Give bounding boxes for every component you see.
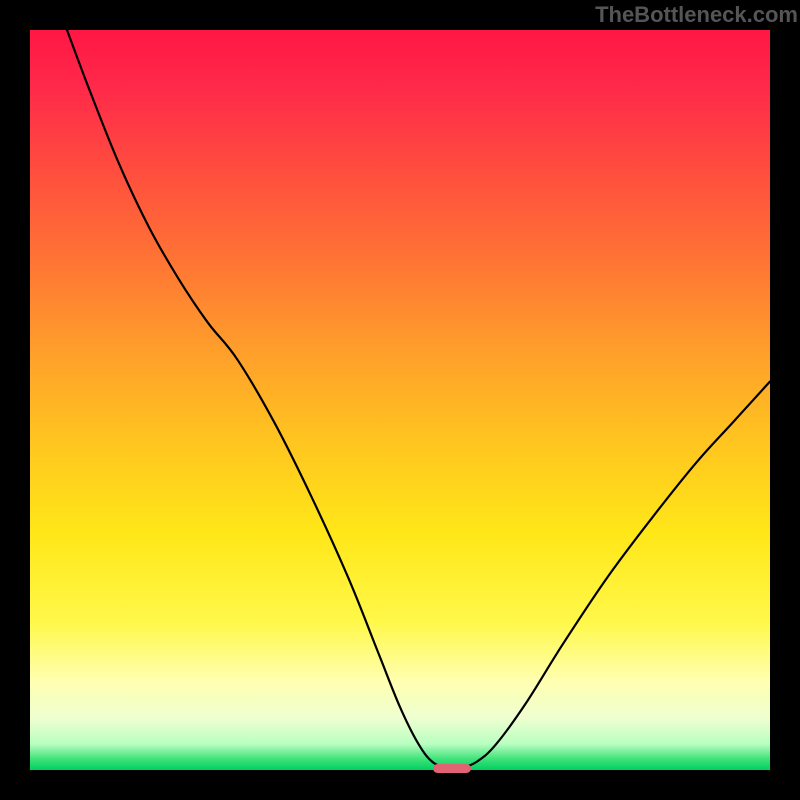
chart-frame: TheBottleneck.com	[0, 0, 800, 800]
bottleneck-curve	[67, 30, 770, 768]
plot-area	[30, 30, 770, 770]
curve-layer	[30, 30, 770, 770]
optimum-marker	[433, 764, 471, 773]
watermark-text: TheBottleneck.com	[595, 2, 798, 28]
